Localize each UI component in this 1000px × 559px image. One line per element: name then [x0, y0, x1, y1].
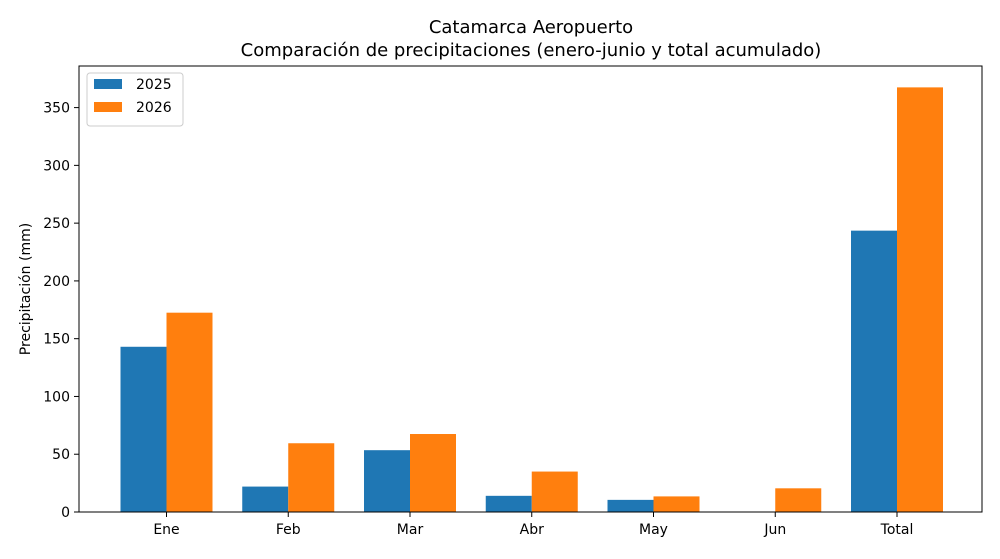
bar-2025-may [607, 499, 654, 512]
bar-2026-total [897, 87, 943, 513]
y-tick-label: 150 [43, 332, 70, 348]
y-tick-label: 100 [43, 389, 70, 405]
bar-2025-ene [120, 346, 167, 512]
x-tick-label: Abr [520, 522, 544, 538]
y-tick-label: 250 [43, 216, 70, 232]
bar-2025-abr [485, 495, 532, 512]
y-tick-label: 300 [43, 158, 70, 174]
y-tick-label: 200 [43, 274, 70, 290]
x-tick-label: Ene [153, 522, 179, 538]
x-tick-label: Jun [763, 522, 786, 538]
chart-subtitle: Comparación de precipitaciones (enero-ju… [241, 40, 822, 61]
x-axis-ticks: Ene Feb Mar Abr May Jun Total [153, 512, 913, 538]
x-tick-label: Mar [397, 522, 424, 538]
legend-label-2026: 2026 [136, 100, 172, 116]
x-tick-label: May [639, 522, 668, 538]
bar-2026-jun [775, 488, 822, 512]
y-axis-label: Precipitación (mm) [18, 223, 34, 355]
bar-2025-feb [242, 486, 289, 512]
y-tick-label: 350 [43, 101, 70, 117]
y-axis-ticks: 0 50 100 150 200 250 300 350 [43, 101, 79, 521]
legend-swatch-2025 [94, 79, 122, 89]
bar-2025-mar [364, 450, 410, 512]
x-tick-label: Feb [276, 522, 301, 538]
bars-layer [120, 87, 943, 513]
chart-title: Catamarca Aeropuerto [429, 17, 633, 38]
bar-2026-mar [410, 434, 456, 512]
legend-label-2025: 2025 [136, 77, 172, 93]
y-tick-label: 50 [52, 447, 70, 463]
legend-swatch-2026 [94, 102, 122, 112]
bar-2025-total [851, 230, 897, 512]
bar-2026-abr [531, 471, 578, 512]
x-tick-label: Total [880, 522, 914, 538]
bar-2026-may [653, 496, 700, 512]
y-tick-label: 0 [61, 505, 70, 521]
legend: 2025 2026 [86, 72, 184, 127]
bar-2026-ene [166, 312, 213, 512]
plot-frame [78, 65, 983, 513]
bar-2026-feb [288, 443, 335, 512]
